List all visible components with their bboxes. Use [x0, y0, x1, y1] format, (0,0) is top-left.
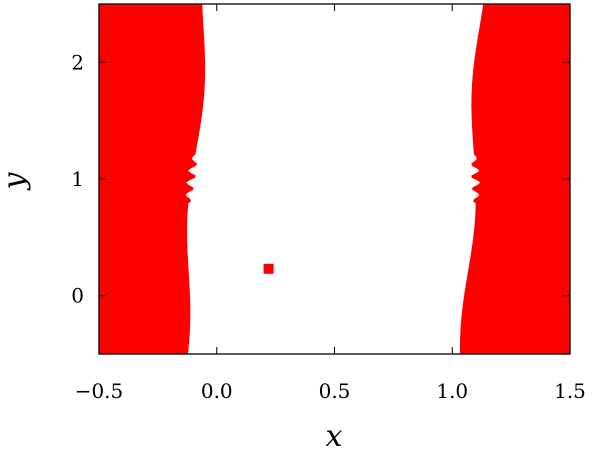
data-marker	[263, 263, 274, 274]
y-tick-label: 0	[71, 284, 84, 308]
left-contour-region	[99, 4, 206, 354]
axis-ticks	[98, 4, 571, 354]
x-tick-label: 0.0	[201, 379, 233, 403]
x-axis-label: x	[326, 419, 343, 450]
x-tick-label: −0.5	[75, 379, 124, 403]
right-contour-band	[459, 4, 570, 354]
left-contour-band	[99, 4, 206, 354]
y-tick-label: 2	[71, 50, 84, 74]
tick-labels: −0.5 0.0 0.5 1.0 1.5 0 1 2	[71, 50, 586, 403]
marker-layer	[263, 263, 274, 274]
x-tick-label: 1.0	[436, 379, 468, 403]
right-contour-region	[459, 4, 570, 354]
x-tick-label: 1.5	[554, 379, 586, 403]
y-tick-label: 1	[71, 167, 84, 191]
x-tick-label: 0.5	[319, 379, 351, 403]
y-axis-label: y	[0, 171, 32, 191]
